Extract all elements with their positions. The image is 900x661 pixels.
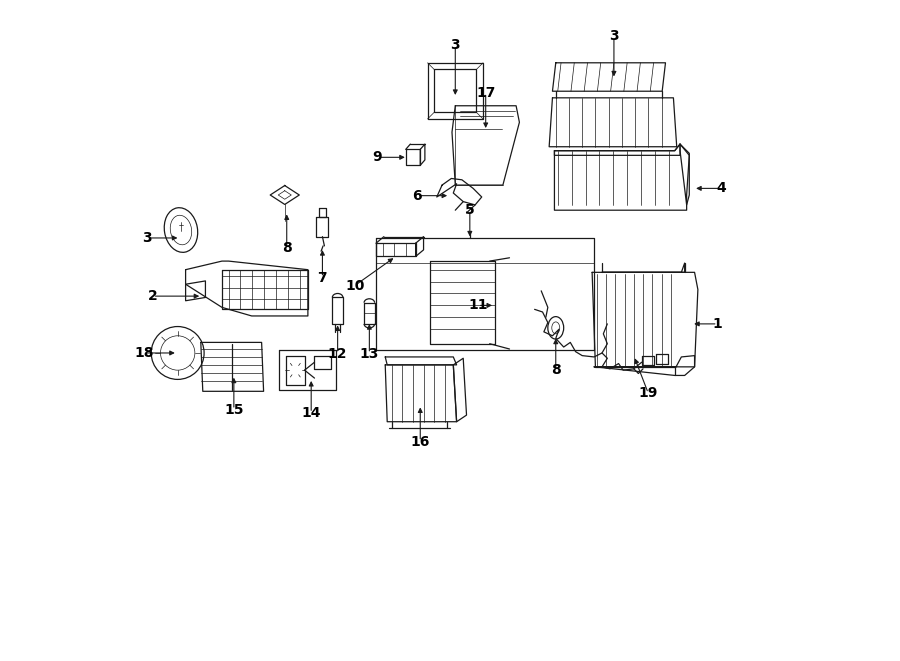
Text: 8: 8 [282,241,292,255]
Text: 7: 7 [318,270,328,285]
Text: 3: 3 [609,29,618,44]
Text: 8: 8 [551,363,561,377]
Text: 11: 11 [468,298,488,313]
Text: 18: 18 [135,346,155,360]
Text: 5: 5 [465,203,474,217]
Text: 9: 9 [373,150,382,165]
Text: 13: 13 [360,346,379,361]
Text: 4: 4 [716,181,726,196]
Text: 14: 14 [302,406,321,420]
Text: 1: 1 [713,317,723,331]
Text: 6: 6 [412,188,422,203]
Text: 16: 16 [410,434,430,449]
Text: 12: 12 [328,346,347,361]
Text: 3: 3 [142,231,152,245]
Text: 2: 2 [148,289,157,303]
Text: 10: 10 [345,278,364,293]
Text: 15: 15 [224,403,244,417]
Text: 17: 17 [476,85,495,100]
Text: 19: 19 [639,386,658,401]
Text: 3: 3 [451,38,460,52]
